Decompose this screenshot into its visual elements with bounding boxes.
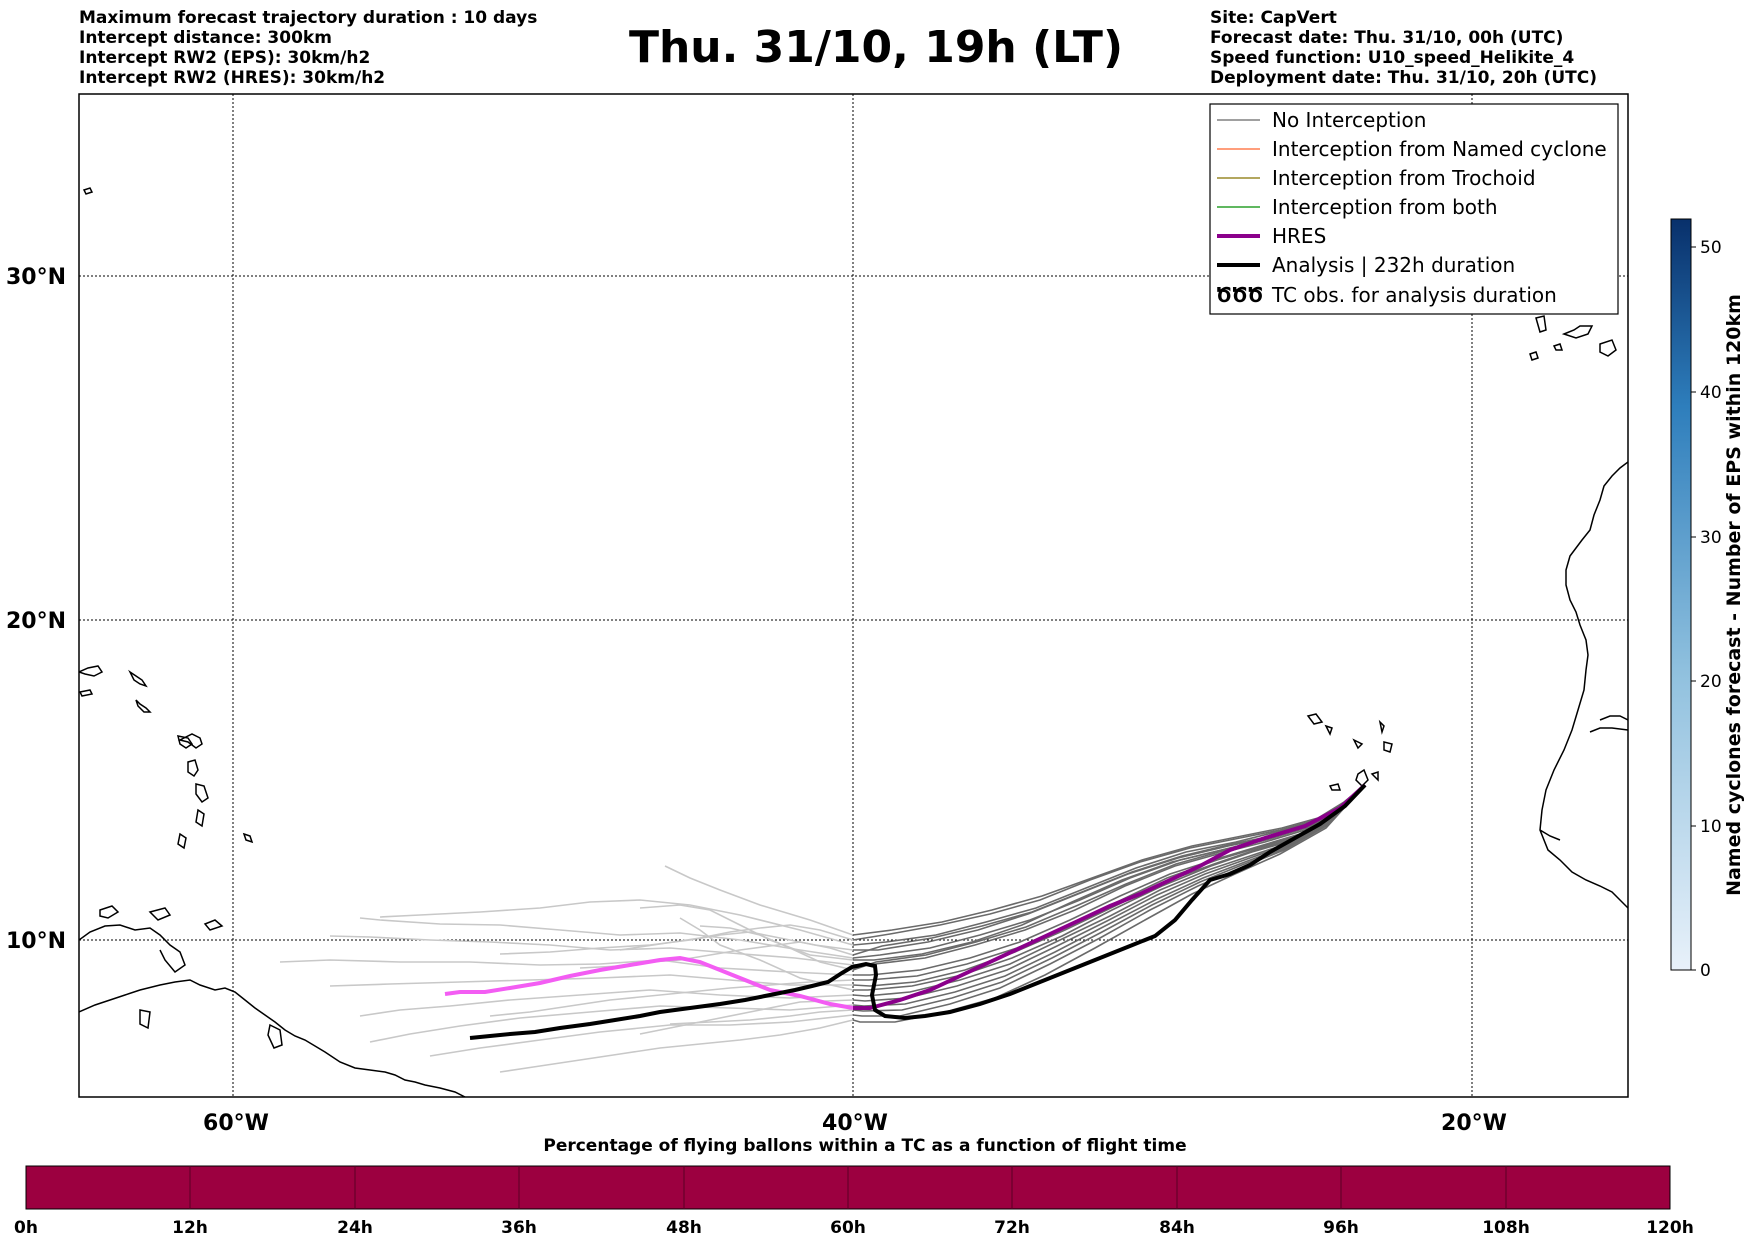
island bbox=[177, 832, 187, 850]
percentage-tick: 36h bbox=[501, 1218, 537, 1238]
legend-item-analysis: Analysis | 232h duration bbox=[1217, 253, 1515, 277]
info-line: Intercept RW2 (EPS): 30km/h2 bbox=[79, 48, 371, 68]
island bbox=[242, 832, 254, 844]
island-canary bbox=[1535, 315, 1547, 333]
colorbar-tick: 20 bbox=[1700, 672, 1722, 692]
percentage-tick: 108h bbox=[1482, 1218, 1530, 1238]
island bbox=[128, 669, 148, 688]
percentage-tick: 60h bbox=[830, 1218, 866, 1238]
percentage-tick: 24h bbox=[337, 1218, 373, 1238]
lat-label-20n: 20°N bbox=[6, 609, 66, 634]
island-cape-verde bbox=[1352, 738, 1364, 750]
legend-item-no-interception: No Interception bbox=[1217, 108, 1426, 132]
island bbox=[195, 783, 209, 804]
eps-colorbar: 50 40 30 20 10 0 Named cyclones forecast… bbox=[1670, 218, 1745, 981]
gridlines bbox=[79, 94, 1628, 1097]
island-canary bbox=[1529, 351, 1539, 361]
lon-label-20w: 20°W bbox=[1441, 1111, 1507, 1136]
island bbox=[139, 1009, 151, 1030]
forecast-parameters: Maximum forecast trajectory duration : 1… bbox=[79, 8, 537, 88]
island-cape-verde bbox=[1324, 724, 1333, 736]
coastlines bbox=[79, 187, 1628, 1097]
percentage-tick: 0h bbox=[14, 1218, 38, 1238]
analysis-trajectory bbox=[469, 783, 1367, 1040]
legend-item-tc-obs: ԾԾԾ TC obs. for analysis duration bbox=[1216, 283, 1557, 307]
colorbar-tick: 30 bbox=[1700, 528, 1722, 548]
legend-label: Analysis | 232h duration bbox=[1272, 253, 1515, 277]
percentage-tick: 120h bbox=[1646, 1218, 1694, 1238]
coastline-africa-detail bbox=[1599, 715, 1628, 721]
colorbar-label: Named cyclones forecast - Number of EPS … bbox=[1723, 294, 1745, 896]
percentage-bar: Percentage of flying ballons within a TC… bbox=[14, 1136, 1694, 1238]
legend-item-trochoid: Interception from Trochoid bbox=[1217, 166, 1536, 190]
coastline-africa-detail bbox=[1539, 829, 1561, 841]
legend-label: TC obs. for analysis duration bbox=[1271, 283, 1557, 307]
map-frame bbox=[78, 93, 1629, 1098]
percentage-tick: 84h bbox=[1159, 1218, 1195, 1238]
site-parameters: Site: CapVert Forecast date: Thu. 31/10,… bbox=[1210, 8, 1597, 88]
legend-item-both: Interception from both bbox=[1217, 195, 1498, 219]
island-cape-verde bbox=[1328, 783, 1342, 791]
info-line: Intercept distance: 300km bbox=[79, 28, 332, 48]
island bbox=[187, 759, 199, 778]
island-cape-verde bbox=[1383, 741, 1393, 753]
coastline-south-america bbox=[79, 979, 466, 1097]
info-line: Forecast date: Thu. 31/10, 00h (UTC) bbox=[1210, 28, 1564, 48]
island-cape-verde bbox=[1370, 770, 1379, 782]
island bbox=[203, 919, 224, 931]
island bbox=[79, 689, 94, 697]
percentage-tick: 48h bbox=[666, 1218, 702, 1238]
island bbox=[267, 1023, 283, 1049]
island bbox=[79, 665, 104, 677]
lon-label-40w: 40°W bbox=[822, 1111, 888, 1136]
info-line: Maximum forecast trajectory duration : 1… bbox=[79, 8, 538, 28]
info-line: Deployment date: Thu. 31/10, 20h (UTC) bbox=[1210, 68, 1597, 88]
colorbar-tick: 50 bbox=[1700, 238, 1722, 258]
island bbox=[148, 907, 172, 921]
colorbar-tick: 10 bbox=[1700, 817, 1722, 837]
island bbox=[99, 905, 120, 919]
legend-label: No Interception bbox=[1272, 108, 1426, 132]
island bbox=[135, 699, 152, 713]
island bbox=[195, 808, 205, 828]
coastline-africa-detail bbox=[1589, 727, 1628, 733]
legend-label: Interception from Named cyclone bbox=[1272, 137, 1607, 161]
legend-box bbox=[1209, 103, 1619, 315]
legend-label: Interception from Trochoid bbox=[1272, 166, 1536, 190]
island-cape-verde bbox=[1355, 768, 1369, 788]
legend-item-hres: HRES bbox=[1217, 224, 1326, 248]
lat-label-30n: 30°N bbox=[6, 265, 66, 290]
percentage-bar-title: Percentage of flying ballons within a TC… bbox=[543, 1136, 1186, 1156]
lon-label-60w: 60°W bbox=[203, 1111, 269, 1136]
hres-trajectory bbox=[853, 783, 1367, 1010]
colorbar-gradient bbox=[1670, 218, 1692, 971]
coastline-africa bbox=[1539, 461, 1628, 909]
tc-obs-symbol-icon: ԾԾԾ bbox=[1216, 283, 1263, 307]
colorbar-tick: 40 bbox=[1700, 383, 1722, 403]
page-title: Thu. 31/10, 19h (LT) bbox=[628, 22, 1124, 73]
island-cape-verde bbox=[1306, 713, 1324, 725]
percentage-tick: 12h bbox=[172, 1218, 208, 1238]
island bbox=[82, 187, 94, 195]
island-canary bbox=[1552, 343, 1564, 351]
colorbar-tick: 0 bbox=[1700, 961, 1711, 981]
legend-label: HRES bbox=[1272, 224, 1326, 248]
info-line: Intercept RW2 (HRES): 30km/h2 bbox=[79, 68, 386, 88]
percentage-tick: 72h bbox=[994, 1218, 1030, 1238]
info-line: Site: CapVert bbox=[1210, 8, 1337, 28]
island-cape-verde bbox=[1378, 719, 1385, 735]
coastline-venezuela bbox=[79, 924, 186, 974]
legend-item-named-cyclone: Interception from Named cyclone bbox=[1217, 137, 1607, 161]
info-line: Speed function: U10_speed_Helikite_4 bbox=[1210, 48, 1575, 68]
legend: No Interception Interception from Named … bbox=[1209, 103, 1619, 315]
legend-label: Interception from both bbox=[1272, 195, 1498, 219]
percentage-tick: 96h bbox=[1323, 1218, 1359, 1238]
lat-label-10n: 10°N bbox=[6, 929, 66, 954]
island-canary bbox=[1561, 325, 1594, 339]
island-canary bbox=[1599, 339, 1617, 357]
island bbox=[177, 733, 203, 749]
